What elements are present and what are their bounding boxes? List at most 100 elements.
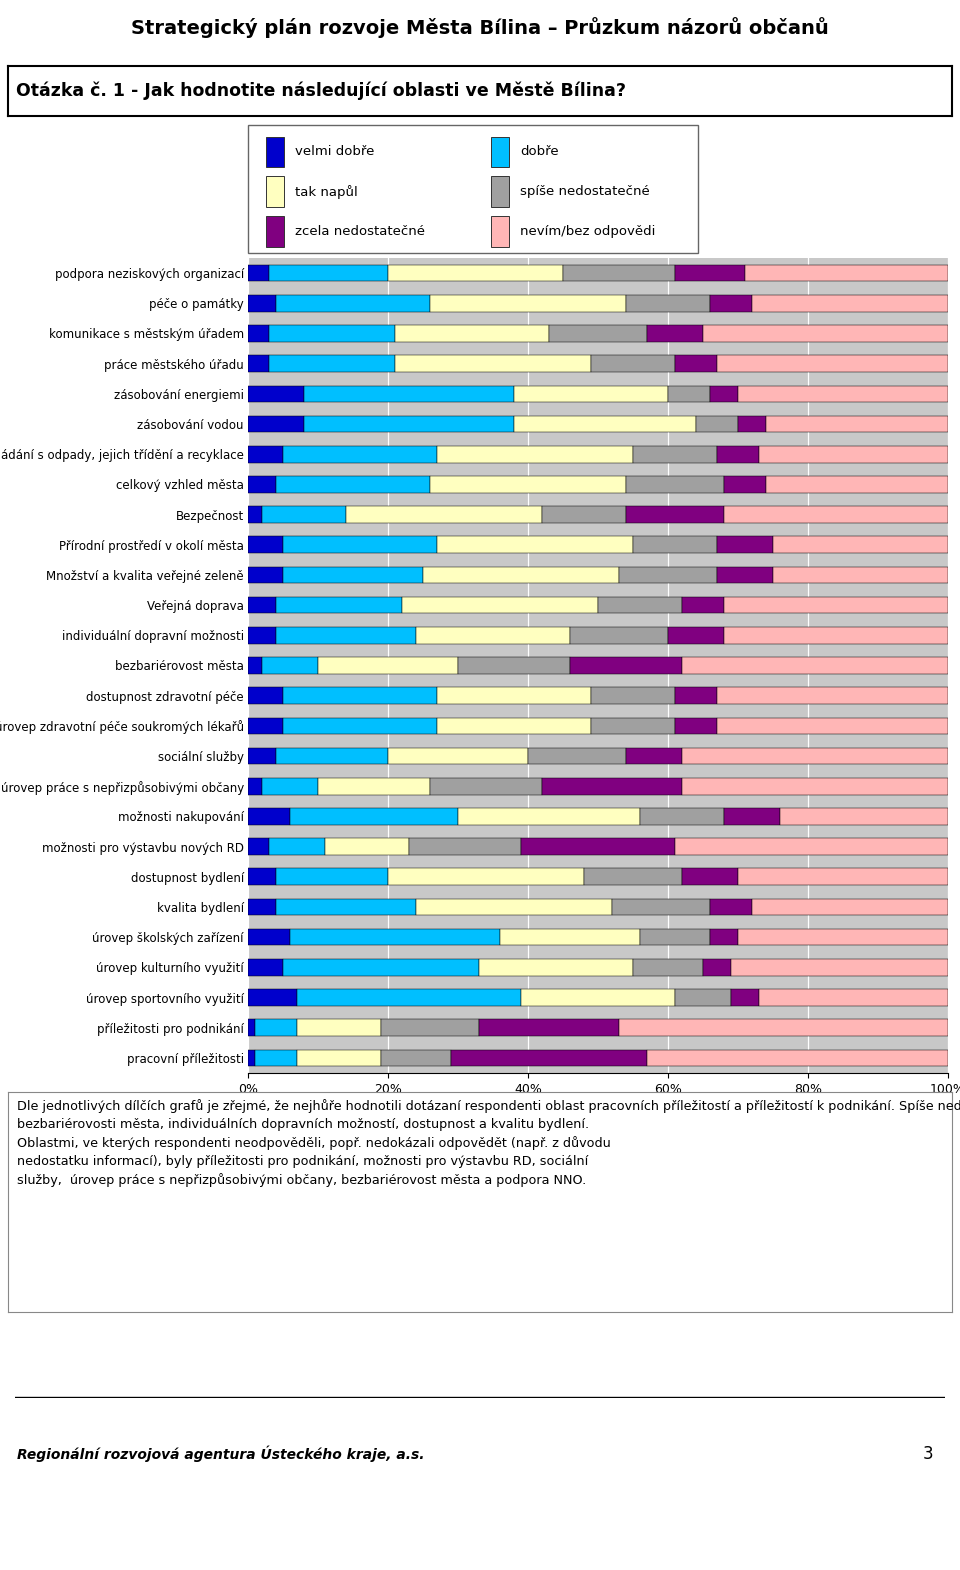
Bar bbox=[276, 476, 430, 493]
Bar bbox=[248, 898, 276, 915]
Bar bbox=[388, 868, 584, 885]
Bar bbox=[745, 265, 948, 281]
Bar bbox=[619, 1019, 948, 1036]
Bar bbox=[297, 1050, 381, 1066]
Bar bbox=[647, 1050, 948, 1066]
Bar bbox=[430, 295, 626, 311]
Bar bbox=[304, 416, 514, 432]
Bar bbox=[266, 176, 284, 207]
Bar bbox=[549, 325, 647, 342]
Bar bbox=[248, 658, 262, 674]
Bar bbox=[570, 626, 668, 644]
Bar bbox=[283, 537, 437, 553]
Bar bbox=[591, 688, 675, 703]
Bar bbox=[724, 506, 948, 523]
Bar bbox=[668, 386, 710, 402]
Bar bbox=[318, 779, 430, 794]
Bar bbox=[738, 868, 948, 885]
Bar bbox=[248, 989, 297, 1006]
Text: nevím/bez odpovědi: nevím/bez odpovědi bbox=[520, 225, 656, 237]
Bar bbox=[266, 217, 284, 246]
Bar bbox=[717, 446, 759, 463]
Bar bbox=[409, 838, 521, 856]
Bar bbox=[248, 537, 283, 553]
Bar bbox=[717, 537, 773, 553]
Bar bbox=[626, 747, 682, 765]
Bar bbox=[491, 137, 509, 168]
Bar bbox=[724, 626, 948, 644]
Bar bbox=[724, 476, 766, 493]
Bar bbox=[248, 929, 290, 945]
Bar bbox=[437, 717, 591, 735]
Text: tak napůl: tak napůl bbox=[296, 185, 358, 198]
Bar bbox=[248, 809, 290, 824]
Bar bbox=[262, 779, 318, 794]
Bar bbox=[640, 809, 724, 824]
Bar bbox=[731, 989, 759, 1006]
Bar bbox=[717, 567, 773, 582]
Bar bbox=[297, 1019, 381, 1036]
Bar bbox=[248, 959, 283, 975]
Bar bbox=[451, 1050, 647, 1066]
Bar bbox=[731, 959, 948, 975]
Text: zcela nedostatečné: zcela nedostatečné bbox=[296, 225, 425, 237]
Bar bbox=[290, 929, 500, 945]
Bar bbox=[738, 416, 766, 432]
Bar bbox=[479, 959, 633, 975]
Bar bbox=[248, 567, 283, 582]
Bar bbox=[626, 295, 710, 311]
Bar bbox=[633, 446, 717, 463]
Bar bbox=[346, 506, 542, 523]
Bar bbox=[248, 265, 269, 281]
Bar bbox=[675, 355, 717, 372]
Bar bbox=[248, 779, 262, 794]
Bar bbox=[283, 446, 437, 463]
Bar bbox=[430, 779, 542, 794]
Bar bbox=[491, 176, 509, 207]
Bar bbox=[283, 959, 479, 975]
Bar bbox=[458, 809, 640, 824]
Bar bbox=[276, 747, 388, 765]
Text: spíše nedostatečné: spíše nedostatečné bbox=[520, 185, 650, 198]
Bar bbox=[619, 567, 717, 582]
Bar bbox=[381, 1019, 479, 1036]
Bar bbox=[262, 658, 318, 674]
Bar bbox=[276, 898, 416, 915]
Bar bbox=[248, 1050, 255, 1066]
Text: 3: 3 bbox=[923, 1446, 933, 1463]
Bar bbox=[248, 597, 276, 614]
Bar bbox=[248, 446, 283, 463]
Bar bbox=[773, 537, 948, 553]
Bar bbox=[682, 868, 738, 885]
Bar bbox=[724, 597, 948, 614]
Bar bbox=[682, 747, 948, 765]
Bar bbox=[612, 898, 710, 915]
Bar bbox=[528, 747, 626, 765]
Bar bbox=[724, 809, 780, 824]
Bar bbox=[325, 838, 409, 856]
Text: Strategický plán rozvoje Města Bílina – Průzkum názorů občanů: Strategický plán rozvoje Města Bílina – … bbox=[132, 17, 828, 39]
Bar bbox=[269, 265, 388, 281]
Bar bbox=[248, 626, 276, 644]
Bar bbox=[388, 265, 563, 281]
Bar bbox=[521, 989, 675, 1006]
Bar bbox=[283, 688, 437, 703]
Bar bbox=[248, 295, 276, 311]
Bar bbox=[717, 717, 948, 735]
Bar bbox=[521, 838, 675, 856]
Bar bbox=[255, 1019, 297, 1036]
Bar bbox=[542, 506, 626, 523]
Text: velmi dobře: velmi dobře bbox=[296, 146, 374, 159]
Bar bbox=[248, 838, 269, 856]
Bar bbox=[248, 506, 262, 523]
Bar bbox=[437, 446, 633, 463]
Bar bbox=[248, 386, 304, 402]
Bar bbox=[248, 717, 283, 735]
Bar bbox=[437, 537, 633, 553]
Bar bbox=[500, 929, 640, 945]
Bar bbox=[318, 658, 458, 674]
Bar bbox=[395, 355, 591, 372]
Bar bbox=[710, 386, 738, 402]
Bar bbox=[780, 809, 948, 824]
Bar bbox=[710, 929, 738, 945]
